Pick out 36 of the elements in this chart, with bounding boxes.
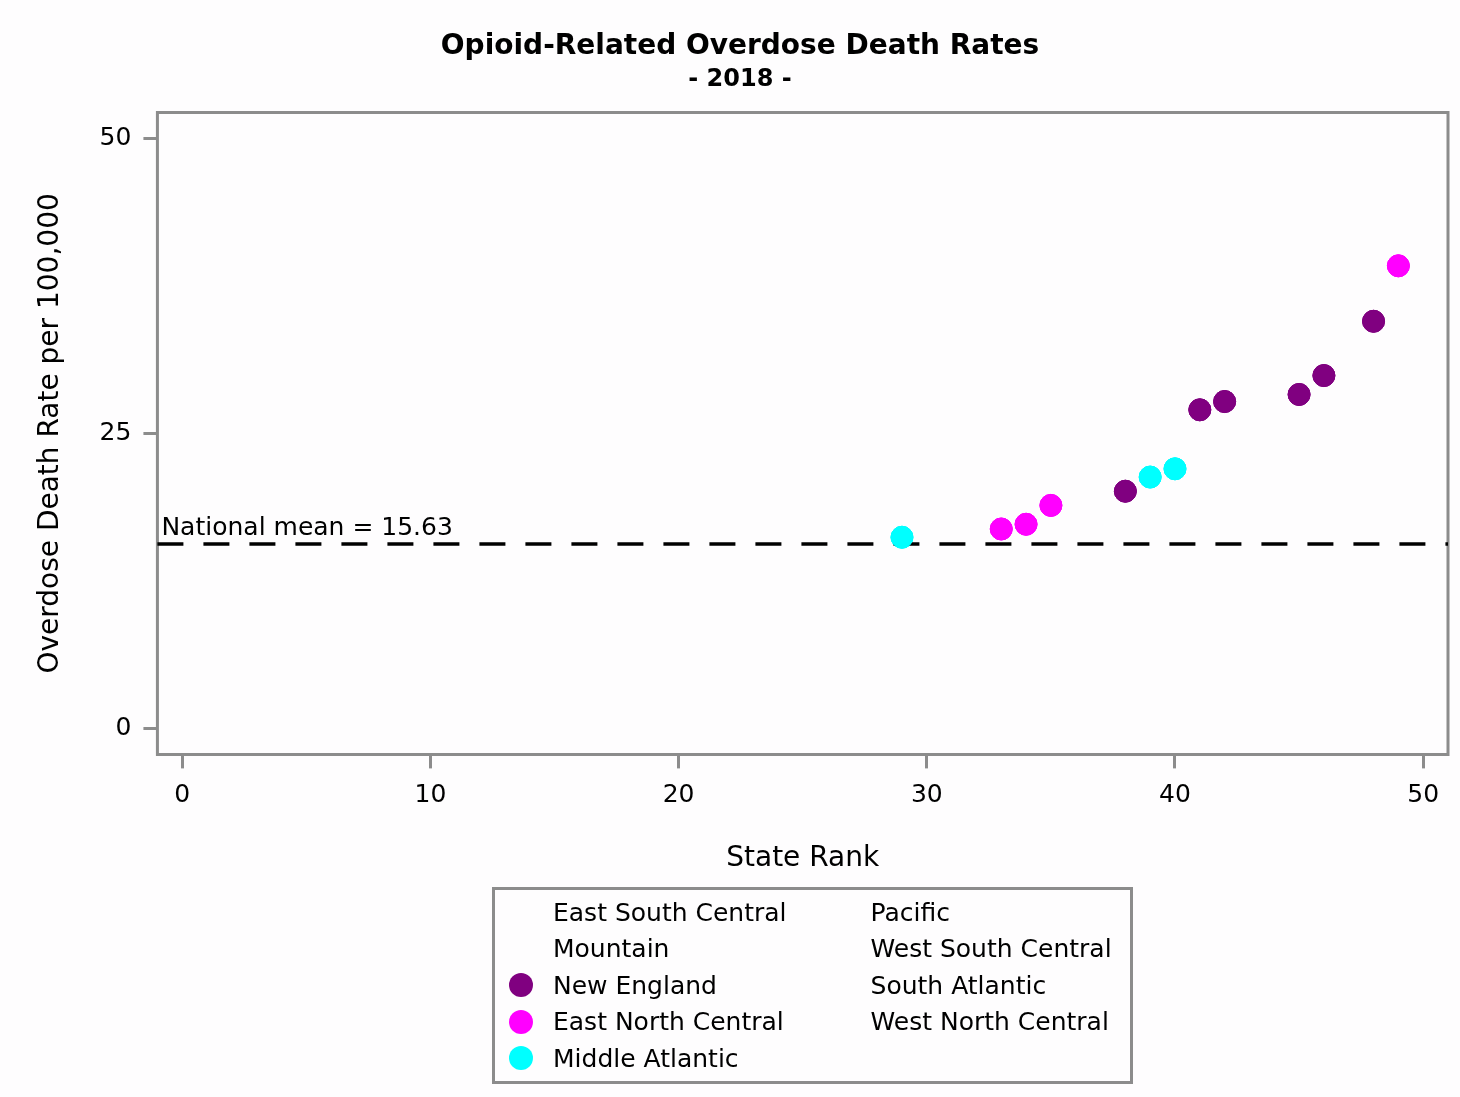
x-tick-label: 10 xyxy=(414,778,447,808)
point xyxy=(1213,390,1237,414)
y-tick-label: 25 xyxy=(99,416,132,446)
y-tick-label: 0 xyxy=(115,711,132,741)
x-tick-label: 20 xyxy=(662,778,695,808)
text: Mountain xyxy=(553,934,670,964)
legend-label: New England xyxy=(553,970,717,1000)
y-tick-label: 50 xyxy=(99,121,132,151)
point xyxy=(1113,479,1137,503)
y-axis-title: Overdose Death Rate per 100,000 xyxy=(32,193,66,674)
text: Pacific xyxy=(870,897,950,927)
point xyxy=(1163,457,1187,481)
x-axis-title: State Rank xyxy=(726,840,880,874)
point xyxy=(1188,398,1212,422)
chart-title: Opioid-Related Overdose Death Rates xyxy=(440,28,1040,62)
point xyxy=(1386,254,1410,278)
text: West South Central xyxy=(870,934,1112,964)
x-tick-label: 0 xyxy=(174,778,191,808)
point xyxy=(1014,512,1038,536)
text: West North Central xyxy=(870,1007,1109,1037)
text: East South Central xyxy=(553,897,787,927)
point xyxy=(890,525,914,549)
point xyxy=(989,517,1013,541)
x-tick-label: 30 xyxy=(910,778,943,808)
x-tick-label: 50 xyxy=(1407,778,1440,808)
legend-label: Middle Atlantic xyxy=(553,1043,739,1073)
ref-line-label: National mean = 15.63 xyxy=(161,511,453,541)
point xyxy=(1138,465,1162,489)
point xyxy=(1362,309,1386,333)
chart-subtitle: - 2018 - xyxy=(688,64,792,93)
point xyxy=(1039,493,1063,517)
text: South Atlantic xyxy=(870,970,1047,1000)
x-tick-label: 40 xyxy=(1159,778,1191,808)
point xyxy=(1312,364,1336,388)
point xyxy=(1287,382,1311,406)
legend-label: East North Central xyxy=(553,1007,784,1037)
